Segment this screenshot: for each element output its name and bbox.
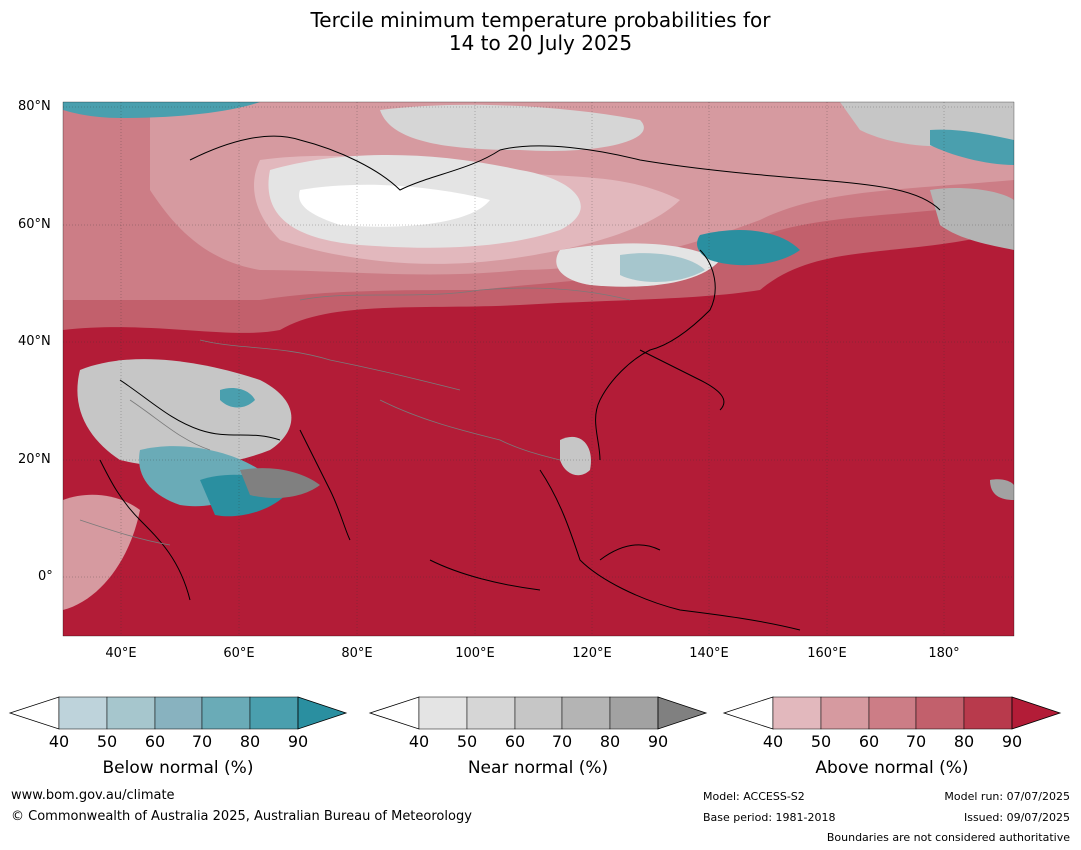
tick-label: 40 [48,732,70,751]
colorbar-above-normal [722,696,1062,730]
lat-label-40n: 40°N [18,334,51,349]
colorbar-near-normal [368,696,708,730]
colorbar-above-title: Above normal (%) [815,758,969,778]
tick-label: 70 [551,732,573,751]
tick-label: 80 [953,732,975,751]
lat-label-80n: 80°N [18,99,51,114]
country-boundaries [79,287,631,546]
tick-label: 60 [144,732,166,751]
colorbar-below-normal [8,696,348,730]
tick-label: 60 [504,732,526,751]
lon-label-160e: 160°E [807,646,847,661]
tick-label: 90 [647,732,669,751]
tick-label: 60 [858,732,880,751]
coastlines [99,135,941,631]
website-link[interactable]: www.bom.gov.au/climate [11,788,175,803]
lat-label-60n: 60°N [18,217,51,232]
issued-text: Issued: 09/07/2025 [963,811,1070,824]
tick-label: 70 [191,732,213,751]
graticule [63,102,1014,636]
lon-label-100e: 100°E [455,646,495,661]
colorbar-near-title: Near normal (%) [467,758,609,778]
lon-label-140e: 140°E [689,646,729,661]
copyright-text: © Commonwealth of Australia 2025, Austra… [11,809,472,824]
tick-label: 70 [905,732,927,751]
model-text: Model: ACCESS-S2 [703,790,805,803]
tick-label: 90 [287,732,309,751]
map-fill [63,102,1014,636]
map-title: Tercile minimum temperature probabilitie… [0,9,1081,55]
tick-label: 40 [408,732,430,751]
model-run-text: Model run: 07/07/2025 [944,790,1070,803]
lon-label-40e: 40°E [105,646,137,661]
tick-label: 50 [96,732,118,751]
tick-label: 90 [1001,732,1023,751]
lat-label-0: 0° [38,569,53,584]
lon-label-60e: 60°E [223,646,255,661]
title-line-2: 14 to 20 July 2025 [448,31,633,55]
lat-label-20n: 20°N [18,452,51,467]
tick-label: 50 [456,732,478,751]
lon-label-80e: 80°E [341,646,373,661]
tick-label: 50 [810,732,832,751]
colorbar-below-title: Below normal (%) [102,758,254,778]
tick-label: 80 [599,732,621,751]
base-period-text: Base period: 1981-2018 [703,811,836,824]
title-line-1: Tercile minimum temperature probabilitie… [310,8,771,32]
tick-label: 80 [239,732,261,751]
boundaries-disclaimer: Boundaries are not considered authoritat… [826,831,1070,844]
lon-label-180: 180° [928,646,960,661]
lon-label-120e: 120°E [572,646,612,661]
tick-label: 40 [762,732,784,751]
